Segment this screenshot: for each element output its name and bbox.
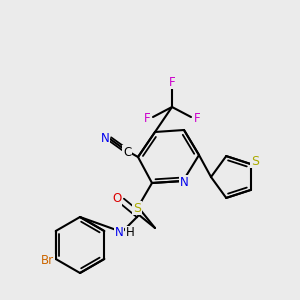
Text: Br: Br (41, 254, 54, 268)
Text: S: S (251, 154, 259, 168)
Text: N: N (100, 131, 109, 145)
Text: F: F (144, 112, 150, 125)
Text: H: H (126, 226, 134, 239)
Text: F: F (169, 76, 175, 88)
Text: N: N (115, 226, 123, 239)
Text: N: N (180, 176, 188, 188)
Text: C: C (123, 146, 131, 158)
Text: F: F (194, 112, 200, 125)
Text: S: S (133, 202, 141, 214)
Text: O: O (112, 193, 122, 206)
